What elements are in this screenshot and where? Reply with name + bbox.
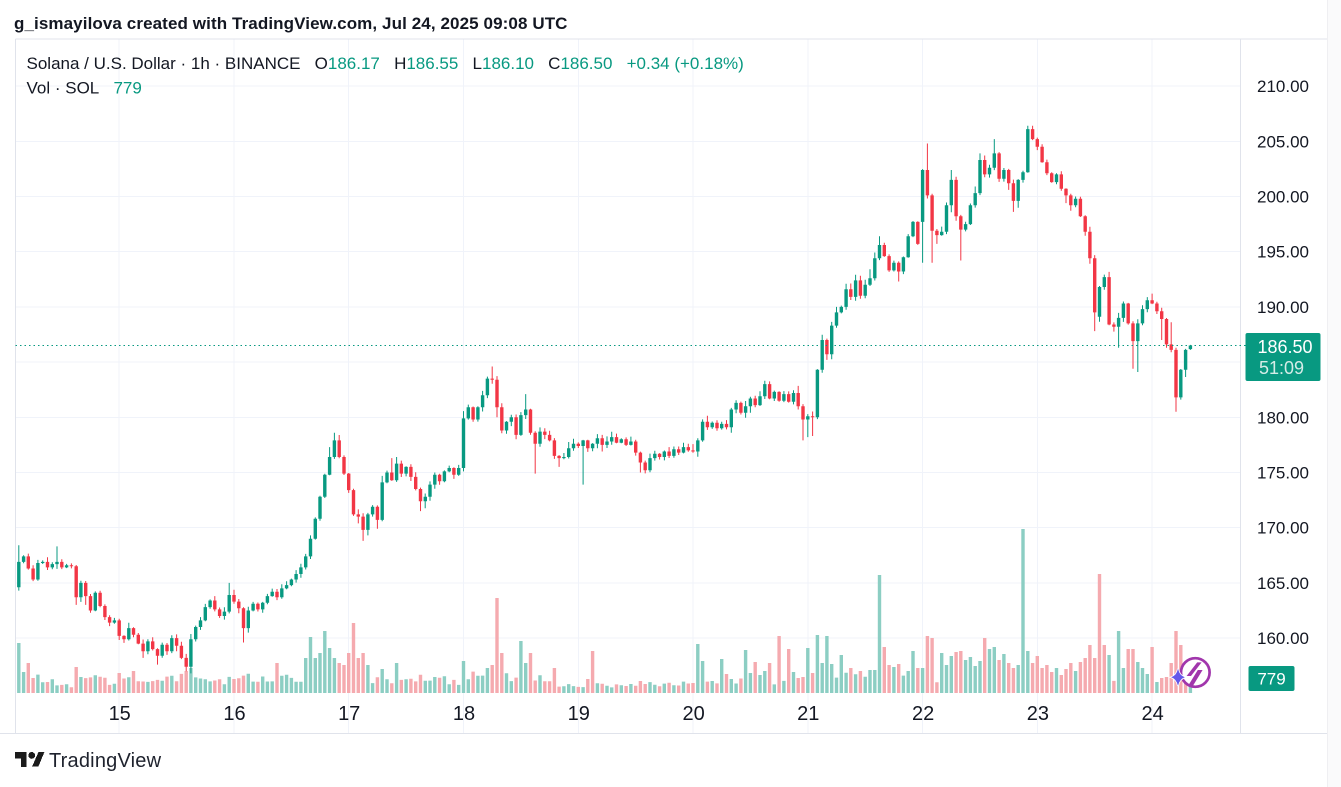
svg-text:165.00: 165.00 bbox=[1257, 574, 1309, 593]
svg-text:TradingView: TradingView bbox=[49, 750, 162, 772]
svg-text:195.00: 195.00 bbox=[1257, 243, 1309, 262]
svg-text:200.00: 200.00 bbox=[1257, 188, 1309, 207]
svg-text:180.00: 180.00 bbox=[1257, 408, 1309, 427]
svg-text:19: 19 bbox=[568, 703, 590, 725]
svg-text:Solana / U.S. Dollar · 1h · BI: Solana / U.S. Dollar · 1h · BINANCE O186… bbox=[27, 54, 744, 73]
svg-text:16: 16 bbox=[223, 703, 245, 725]
svg-text:170.00: 170.00 bbox=[1257, 519, 1309, 538]
svg-text:20: 20 bbox=[682, 703, 704, 725]
svg-text:160.00: 160.00 bbox=[1257, 629, 1309, 648]
svg-text:205.00: 205.00 bbox=[1257, 132, 1309, 151]
svg-text:210.00: 210.00 bbox=[1257, 77, 1309, 96]
svg-text:186.50: 186.50 bbox=[1257, 337, 1312, 357]
svg-text:21: 21 bbox=[797, 703, 819, 725]
svg-text:22: 22 bbox=[912, 703, 934, 725]
svg-text:23: 23 bbox=[1027, 703, 1049, 725]
svg-text:18: 18 bbox=[453, 703, 475, 725]
svg-text:15: 15 bbox=[109, 703, 131, 725]
svg-text:24: 24 bbox=[1141, 703, 1163, 725]
svg-text:190.00: 190.00 bbox=[1257, 298, 1309, 317]
svg-text:779: 779 bbox=[1257, 670, 1285, 689]
svg-text:17: 17 bbox=[338, 703, 360, 725]
svg-text:51:09: 51:09 bbox=[1259, 358, 1304, 378]
svg-text:175.00: 175.00 bbox=[1257, 464, 1309, 483]
svg-text:Vol · SOL 779: Vol · SOL 779 bbox=[27, 79, 142, 98]
svg-text:g_ismayilova created with Trad: g_ismayilova created with TradingView.co… bbox=[14, 14, 568, 33]
